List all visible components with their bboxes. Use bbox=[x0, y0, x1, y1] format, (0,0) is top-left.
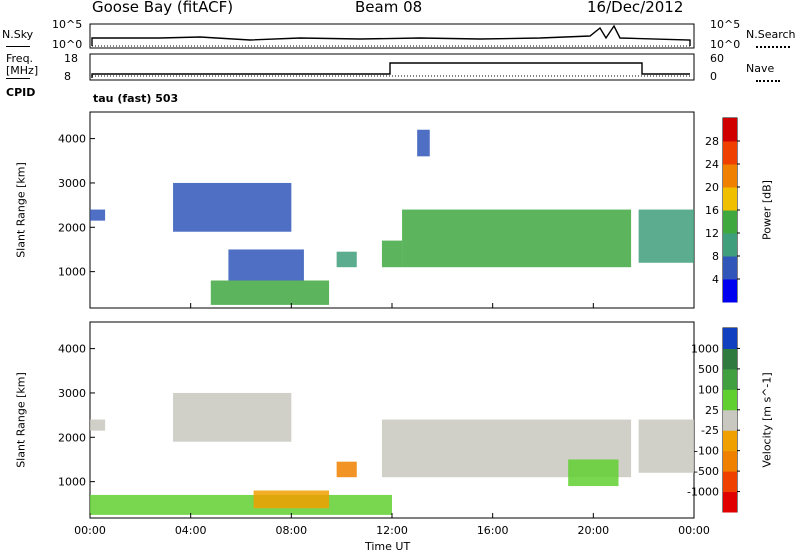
velocity-ytick-label-0: 1000 bbox=[58, 476, 86, 489]
power-colorbar-segment-3 bbox=[723, 210, 737, 234]
velocity-ytick-label-2: 3000 bbox=[58, 387, 86, 400]
velocity-data-region-0 bbox=[90, 419, 106, 431]
power-colorbar-tick-label-2: 12 bbox=[705, 227, 719, 240]
velocity-colorbar-tick-label-1: 500 bbox=[698, 363, 719, 376]
nave-label: Nave bbox=[746, 62, 775, 75]
velocity-data-region-6 bbox=[568, 459, 619, 487]
station-title: Goose Bay (fitACF) bbox=[92, 0, 234, 16]
velocity-colorbar-segment-4 bbox=[723, 409, 737, 431]
power-colorbar-segment-6 bbox=[723, 141, 737, 165]
freq-trace bbox=[91, 62, 690, 78]
velocity-colorbar-tick-label-4: -25 bbox=[701, 424, 719, 437]
time-xtick-label-4: 16:00 bbox=[477, 524, 509, 537]
noise-left-tick-top: 10^5 bbox=[52, 18, 83, 31]
power-data-region-2 bbox=[210, 280, 330, 305]
power-ytick-label-1: 2000 bbox=[58, 221, 86, 234]
cpid-text: tau (fast) 503 bbox=[93, 92, 179, 105]
velocity-data-region-4 bbox=[336, 461, 357, 478]
velocity-data-region-1 bbox=[173, 392, 292, 442]
power-data-region-5 bbox=[381, 240, 403, 268]
time-xlabel: Time UT bbox=[365, 540, 411, 553]
velocity-colorbar-tick-label-6: -500 bbox=[694, 465, 719, 478]
freq-unit-label: [MHz] bbox=[6, 64, 39, 77]
power-data-region-7 bbox=[417, 129, 430, 157]
velocity-colorbar-tick-label-7: -1000 bbox=[687, 486, 719, 499]
freq-left-tick-bottom: 8 bbox=[64, 70, 71, 83]
velocity-data-region-7 bbox=[638, 419, 694, 473]
power-data-region-8 bbox=[638, 209, 694, 263]
power-ytick-label-3: 4000 bbox=[58, 133, 86, 146]
time-xtick-label-6: 00:00 bbox=[678, 524, 710, 537]
velocity-data-region-3 bbox=[253, 490, 330, 509]
power-colorbar-segment-1 bbox=[723, 256, 737, 280]
power-colorbar-tick-label-5: 24 bbox=[705, 158, 719, 171]
velocity-colorbar-tick-label-5: -100 bbox=[694, 445, 719, 458]
velocity-ytick-label-3: 4000 bbox=[58, 343, 86, 356]
velocity-colorbar-segment-1 bbox=[723, 471, 737, 493]
beam-title: Beam 08 bbox=[355, 0, 423, 16]
power-colorbar-segment-7 bbox=[723, 118, 737, 142]
nave-right-tick-bottom: 0 bbox=[710, 70, 717, 83]
velocity-data-region-2 bbox=[90, 494, 392, 515]
nsky-label: N.Sky bbox=[2, 28, 34, 41]
noise-right-tick-top: 10^5 bbox=[710, 18, 741, 31]
velocity-ytick-label-1: 2000 bbox=[58, 431, 86, 444]
date-title: 16/Dec/2012 bbox=[587, 0, 684, 16]
velocity-colorbar-segment-0 bbox=[723, 491, 737, 513]
freq-panel-frame bbox=[89, 53, 695, 81]
power-data-region-0 bbox=[90, 209, 106, 221]
noise-panel-frame bbox=[89, 23, 695, 49]
time-xtick-label-3: 12:00 bbox=[376, 524, 408, 537]
cpid-label: CPID bbox=[6, 86, 36, 99]
time-xtick-label-5: 20:00 bbox=[577, 524, 609, 537]
velocity-colorbar-segment-5 bbox=[723, 389, 737, 411]
power-colorbar-tick-label-3: 16 bbox=[705, 204, 719, 217]
noise-trace bbox=[91, 24, 691, 46]
power-colorbar-segment-5 bbox=[723, 164, 737, 188]
power-ytick-label-2: 3000 bbox=[58, 177, 86, 190]
nsearch-label: N.Search bbox=[746, 28, 796, 41]
time-xtick-label-2: 08:00 bbox=[275, 524, 307, 537]
power-colorbar-segment-2 bbox=[723, 233, 737, 257]
nave-legend-line bbox=[756, 80, 780, 82]
power-data-region-1 bbox=[173, 182, 292, 232]
freq-legend-line bbox=[6, 78, 30, 79]
velocity-colorbar-tick-label-0: 1000 bbox=[691, 342, 719, 355]
velocity-colorbar-tick-label-3: 25 bbox=[705, 404, 719, 417]
nave-right-tick-top: 60 bbox=[710, 52, 724, 65]
power-colorbar-tick-label-0: 4 bbox=[712, 273, 719, 286]
noise-right-tick-bottom: 10^0 bbox=[710, 38, 741, 51]
power-data-region-3 bbox=[228, 249, 304, 281]
power-colorbar-segment-0 bbox=[723, 279, 737, 303]
nsearch-legend-line bbox=[756, 46, 790, 48]
velocity-colorbar-segment-6 bbox=[723, 368, 737, 390]
velocity-colorbar-tick-label-2: 100 bbox=[698, 383, 719, 396]
velocity-colorbar-segment-7 bbox=[723, 348, 737, 370]
power-colorbar-segment-4 bbox=[723, 187, 737, 211]
velocity-colorbar-segment-3 bbox=[723, 430, 737, 452]
time-xtick-label-1: 04:00 bbox=[175, 524, 207, 537]
power-colorbar-tick-label-6: 28 bbox=[705, 135, 719, 148]
noise-left-tick-bottom: 10^0 bbox=[52, 38, 83, 51]
time-xtick-label-0: 00:00 bbox=[74, 524, 106, 537]
power-ytick-label-0: 1000 bbox=[58, 266, 86, 279]
nsky-legend-line bbox=[6, 46, 30, 47]
velocity-colorbar-segment-8 bbox=[723, 328, 737, 349]
freq-label: Freq. bbox=[6, 52, 34, 65]
velocity-colorbar-segment-2 bbox=[723, 450, 737, 472]
power-data-region-6 bbox=[402, 209, 632, 268]
power-colorbar-tick-label-4: 20 bbox=[705, 181, 719, 194]
power-colorbar-tick-label-1: 8 bbox=[712, 250, 719, 263]
freq-left-tick-top: 18 bbox=[64, 52, 78, 65]
power-data-region-4 bbox=[336, 251, 357, 268]
